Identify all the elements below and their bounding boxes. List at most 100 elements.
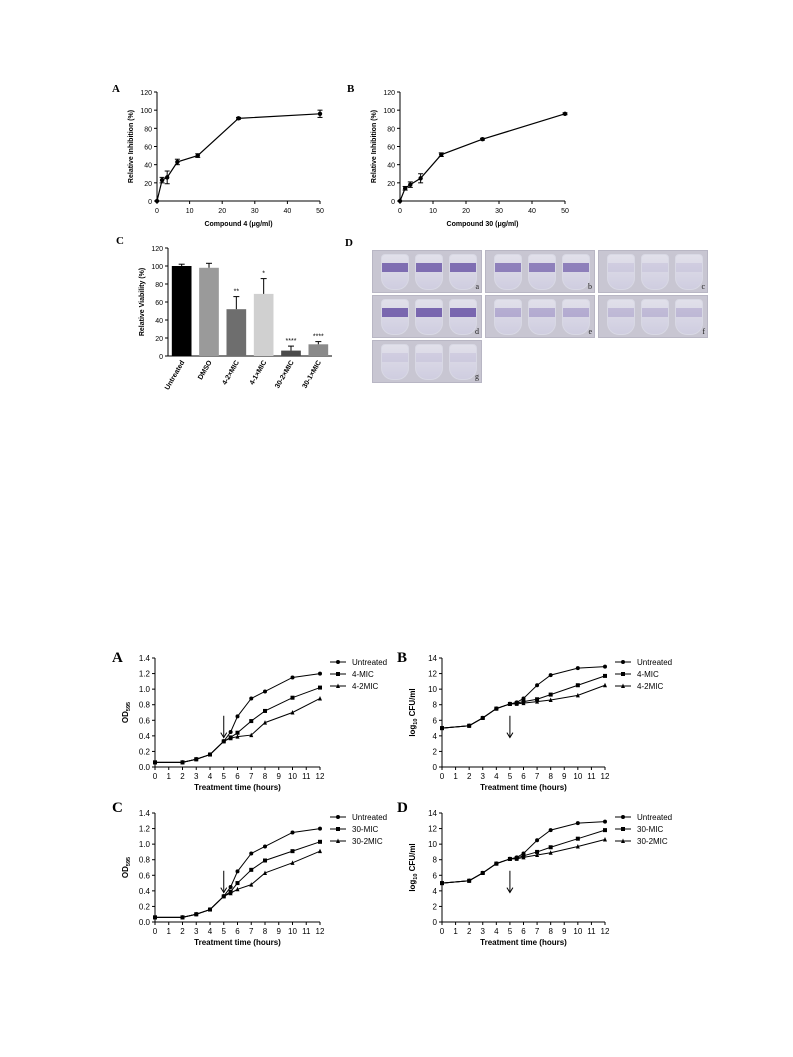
- series-line: [441, 684, 606, 729]
- tube: [607, 299, 635, 335]
- tile-label: e: [588, 327, 592, 336]
- data-point: [336, 683, 340, 688]
- y-tick-label: 100: [151, 264, 163, 271]
- data-point: [494, 706, 499, 711]
- y-tick-label: 0: [433, 763, 438, 772]
- data-point: [249, 719, 254, 724]
- x-tick-label: 20: [218, 208, 226, 215]
- data-point: [494, 861, 499, 866]
- tile-label: d: [475, 327, 479, 336]
- series-line: [155, 698, 321, 763]
- bar: [281, 350, 301, 356]
- y-tick-label: 10: [428, 685, 437, 694]
- x-tick-label: 5: [222, 772, 227, 781]
- y-tick-label: 20: [144, 181, 152, 188]
- x-axis-title: Treatment time (hours): [194, 938, 281, 947]
- data-point: [621, 827, 625, 831]
- tube: [641, 254, 669, 290]
- data-point: [235, 881, 240, 886]
- category-label: 4-2×MIC: [221, 360, 241, 387]
- data-point: [263, 858, 267, 863]
- legend-label: 4-2MIC: [352, 682, 378, 691]
- x-tick-label: 9: [562, 772, 567, 781]
- tube: [607, 254, 635, 290]
- y-tick-label: 120: [151, 246, 163, 253]
- data-point: [318, 839, 322, 844]
- tile-label: g: [475, 372, 479, 381]
- x-axis-title: Treatment time (hours): [194, 783, 281, 792]
- stain-band: [382, 263, 408, 272]
- data-point: [221, 893, 226, 899]
- stain-band: [495, 263, 521, 272]
- panel-label: A: [112, 650, 123, 666]
- y-tick-label: 1.0: [139, 840, 151, 849]
- data-point: [195, 153, 200, 158]
- biofilm-photo-tile: b: [485, 250, 595, 293]
- chart-1b: B 0 20 40 60 80 100 120 0 10 20 30 40 50 Compound 30 (…: [347, 83, 569, 228]
- x-tick-label: 4: [494, 772, 499, 781]
- series-line: [441, 838, 606, 884]
- y-tick-label: 120: [140, 90, 152, 97]
- data-point: [317, 111, 323, 116]
- data-point: [336, 815, 340, 819]
- x-axis-title: Compound 4 (μg/ml): [204, 221, 272, 228]
- stain-band: [416, 353, 442, 362]
- biofilm-photo-tile: d: [372, 295, 482, 338]
- x-tick-label: 3: [194, 772, 199, 781]
- treatment-arrow-head: [220, 732, 228, 739]
- tube: [494, 299, 522, 335]
- bar: [226, 309, 247, 356]
- data-point: [318, 671, 322, 676]
- stain-band: [529, 308, 555, 317]
- y-tick-label: 40: [155, 318, 163, 325]
- panel-label: D: [397, 800, 408, 816]
- data-point: [235, 886, 240, 892]
- panel-label: A: [112, 83, 120, 95]
- series-line: [156, 113, 321, 202]
- x-tick-label: 5: [222, 927, 227, 936]
- x-tick-label: 11: [587, 772, 596, 781]
- x-tick-label: 10: [186, 208, 194, 215]
- x-axis-title: Treatment time (hours): [480, 938, 567, 947]
- x-tick-label: 30: [495, 208, 503, 215]
- x-tick-label: 2: [180, 772, 185, 781]
- y-tick-label: 1.0: [139, 685, 151, 694]
- y-tick-label: 0.0: [139, 763, 151, 772]
- y-tick-label: 1.4: [139, 654, 151, 663]
- bar: [199, 267, 219, 356]
- y-tick-label: 80: [144, 126, 152, 133]
- data-point: [263, 708, 267, 713]
- data-point: [180, 759, 185, 765]
- data-point: [548, 697, 553, 703]
- panel-label: C: [116, 235, 124, 247]
- stain-band: [642, 263, 668, 272]
- data-point: [548, 845, 553, 850]
- stain-band: [642, 308, 668, 317]
- legend-label: 4-MIC: [352, 670, 374, 679]
- series-line: [155, 687, 321, 763]
- x-tick-label: 30: [251, 208, 259, 215]
- biofilm-photo-tile: f: [598, 295, 708, 338]
- x-axis-title: Compound 30 (μg/ml): [447, 221, 519, 228]
- data-point: [263, 689, 267, 694]
- y-tick-label: 8: [433, 701, 438, 710]
- tube: [415, 344, 443, 380]
- x-tick-label: 7: [249, 927, 254, 936]
- y-axis-title: log10 CFU/ml: [408, 688, 419, 736]
- data-point: [228, 729, 233, 734]
- data-point: [603, 664, 607, 669]
- stain-band: [608, 308, 634, 317]
- data-point: [535, 683, 540, 688]
- x-tick-label: 7: [535, 772, 540, 781]
- chart-1a: A 0 20 40 60 80 100 120 0 10 20 30 40 50 Compound 4 (μ…: [112, 83, 324, 228]
- legend-label: 4-2MIC: [637, 682, 663, 691]
- data-point: [221, 738, 226, 744]
- y-tick-label: 20: [387, 181, 395, 188]
- y-tick-label: 12: [428, 825, 437, 834]
- x-tick-label: 6: [521, 927, 526, 936]
- legend-label: Untreated: [352, 813, 387, 822]
- data-point: [480, 715, 485, 720]
- data-point: [548, 850, 553, 855]
- y-tick-label: 0: [391, 199, 395, 206]
- data-point: [575, 683, 580, 688]
